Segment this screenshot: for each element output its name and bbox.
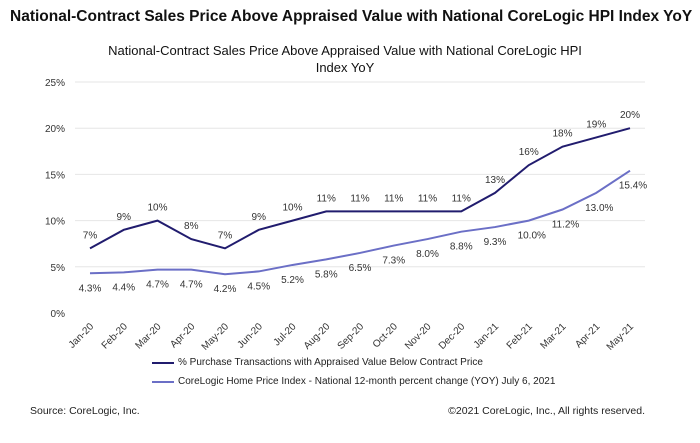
- legend-swatch: [152, 380, 174, 383]
- y-tick-label: 20%: [45, 124, 65, 135]
- x-tick-label: Jun-20: [235, 321, 265, 351]
- data-label: 13.0%: [585, 203, 613, 214]
- series-line-1: [89, 169, 631, 276]
- x-tick-label: Aug-20: [302, 321, 333, 352]
- page-header: National-Contract Sales Price Above Appr…: [10, 8, 693, 25]
- x-tick-label: Feb-21: [505, 321, 535, 351]
- data-label: 4.4%: [112, 282, 135, 293]
- x-tick-label: Jan-21: [472, 321, 502, 351]
- data-label: 4.7%: [146, 280, 169, 291]
- x-tick-label: Nov-20: [403, 321, 434, 352]
- data-label: 11%: [350, 193, 369, 204]
- legend-item-1: CoreLogic Home Price Index - National 12…: [152, 376, 555, 387]
- data-label: 5.8%: [315, 269, 338, 280]
- data-label: 8.0%: [416, 249, 439, 260]
- data-label: 9%: [117, 212, 132, 223]
- data-label: 13%: [485, 175, 505, 186]
- x-tick-label: May-20: [200, 321, 232, 353]
- copyright: ©2021 CoreLogic, Inc., All rights reserv…: [448, 405, 645, 417]
- data-label: 10%: [282, 203, 302, 214]
- data-label: 11%: [418, 193, 437, 204]
- data-label: 6.5%: [349, 263, 372, 274]
- source-note: Source: CoreLogic, Inc.: [30, 405, 140, 417]
- x-tick-label: Jul-20: [272, 321, 299, 348]
- data-label: 4.3%: [79, 283, 102, 294]
- data-label: 4.2%: [214, 284, 237, 295]
- data-label: 8%: [184, 221, 199, 232]
- x-tick-label: Mar-20: [133, 321, 163, 351]
- x-tick-label: Dec-20: [437, 321, 468, 352]
- data-label: 4.5%: [247, 281, 270, 292]
- data-label: 11.2%: [552, 220, 580, 231]
- x-tick-label: Oct-20: [371, 321, 400, 350]
- x-tick-label: Feb-20: [100, 321, 130, 351]
- data-label: 9%: [252, 212, 267, 223]
- data-label: 20%: [620, 110, 640, 121]
- data-label: 16%: [519, 147, 539, 158]
- y-tick-label: 15%: [45, 170, 65, 181]
- x-tick-label: Sep-20: [336, 321, 367, 352]
- x-tick-label: Jan-20: [67, 321, 97, 351]
- data-label: 5.2%: [281, 275, 304, 286]
- data-label: 9.3%: [484, 237, 507, 248]
- y-tick-label: 0%: [51, 309, 66, 320]
- data-label: 19%: [586, 119, 606, 130]
- y-tick-label: 25%: [45, 78, 65, 89]
- data-label: 4.7%: [180, 280, 203, 291]
- legend-label: CoreLogic Home Price Index - National 12…: [178, 376, 556, 387]
- x-tick-label: Apr-20: [168, 321, 197, 350]
- data-label: 7%: [218, 230, 233, 241]
- data-label: 15.4%: [619, 181, 647, 192]
- x-tick-label: Mar-21: [538, 321, 568, 351]
- data-label: 11%: [384, 193, 403, 204]
- data-label: 11%: [317, 193, 336, 204]
- x-tick-label: May-21: [605, 321, 637, 353]
- data-label: 7%: [83, 230, 98, 241]
- x-tick-label: Apr-21: [573, 321, 602, 350]
- data-label: 18%: [552, 129, 572, 140]
- data-label: 10.0%: [518, 231, 546, 242]
- y-tick-label: 10%: [45, 217, 65, 228]
- legend-item-0: % Purchase Transactions with Appraised V…: [152, 357, 483, 368]
- data-label: 7.3%: [382, 256, 405, 267]
- legend-swatch: [152, 361, 174, 364]
- y-tick-label: 5%: [51, 263, 66, 274]
- data-label: 8.8%: [450, 242, 473, 253]
- series-line-0: [89, 127, 631, 250]
- data-label: 11%: [452, 193, 471, 204]
- legend-label: % Purchase Transactions with Appraised V…: [178, 357, 483, 368]
- data-label: 10%: [147, 203, 167, 214]
- chart-title: National-Contract Sales Price Above Appr…: [108, 43, 582, 75]
